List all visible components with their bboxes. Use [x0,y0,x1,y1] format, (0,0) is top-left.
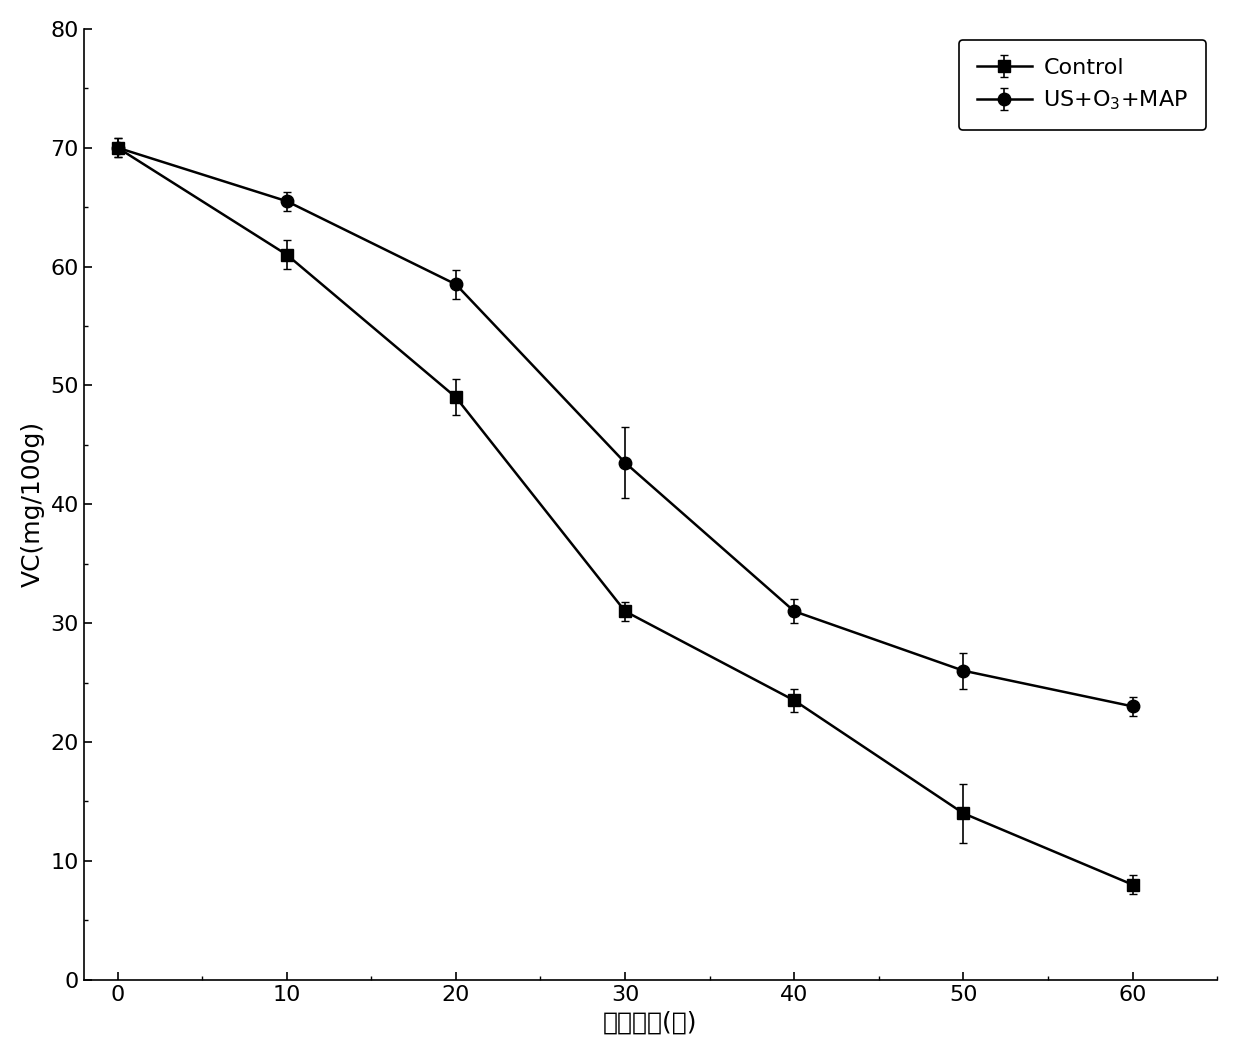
X-axis label: 贮藏时间(天): 贮藏时间(天) [603,1011,698,1034]
Legend: Control, US+O$_3$+MAP: Control, US+O$_3$+MAP [959,40,1206,130]
Y-axis label: VC(mg/100g): VC(mg/100g) [21,421,45,588]
